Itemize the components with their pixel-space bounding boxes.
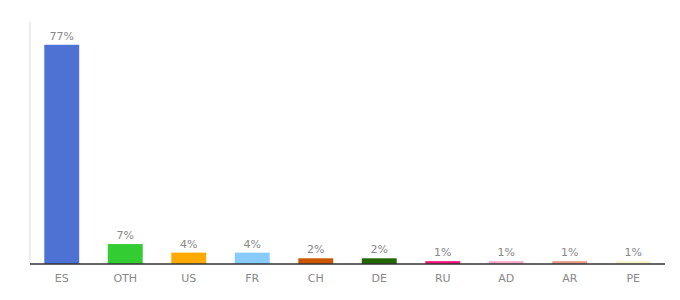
data-label: 2% xyxy=(307,243,324,256)
x-tick-label: OTH xyxy=(113,272,137,285)
x-tick-label: US xyxy=(181,272,196,285)
data-label: 2% xyxy=(371,243,388,256)
x-tick-label: CH xyxy=(308,272,324,285)
bar xyxy=(171,253,206,264)
x-tick-label: RU xyxy=(435,272,451,285)
bar xyxy=(362,258,397,264)
chart: 77% 7% 4% 4% 2% 2% 1% 1% 1% 1% ES OTH US FR CH DE RU AD AR… xyxy=(0,0,680,300)
data-label: 1% xyxy=(434,246,451,259)
x-tick-label: AD xyxy=(498,272,514,285)
x-tick-label: DE xyxy=(372,272,387,285)
data-label: 7% xyxy=(117,229,134,242)
bar xyxy=(298,258,333,264)
x-tick-label: ES xyxy=(55,272,69,285)
data-label: 1% xyxy=(498,246,515,259)
y-axis-line xyxy=(30,22,31,264)
x-tick-label: PE xyxy=(626,272,640,285)
data-label: 4% xyxy=(244,238,261,251)
data-label: 4% xyxy=(180,238,197,251)
x-tick-label: AR xyxy=(562,272,578,285)
bar xyxy=(235,253,270,264)
x-tick-label: FR xyxy=(245,272,259,285)
data-label: 1% xyxy=(625,246,642,259)
data-label: 1% xyxy=(561,246,578,259)
bar xyxy=(108,244,143,264)
bars xyxy=(44,45,650,264)
bar xyxy=(44,45,79,264)
data-label: 77% xyxy=(50,30,74,43)
x-axis-line xyxy=(30,263,665,265)
